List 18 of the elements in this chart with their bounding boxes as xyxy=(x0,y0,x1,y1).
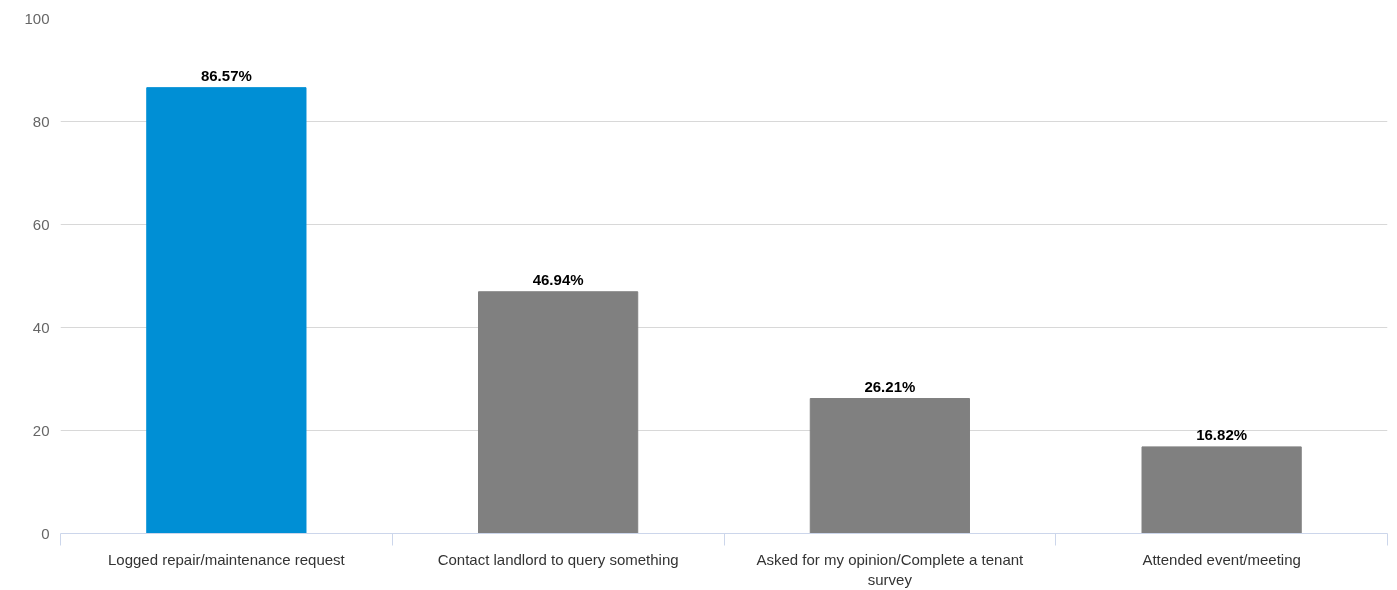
y-tick-label: 0 xyxy=(41,524,50,542)
data-label: 46.94% xyxy=(532,270,584,288)
bar xyxy=(809,398,970,534)
x-tick-label: Contact landlord to query something xyxy=(437,550,679,568)
bar xyxy=(1141,446,1302,534)
y-tick-label: 100 xyxy=(24,9,50,27)
bar xyxy=(478,291,639,534)
bar xyxy=(146,87,307,534)
x-tick-label: Attended event/meeting xyxy=(1142,550,1301,568)
y-tick-label: 60 xyxy=(32,215,50,233)
y-tick-label: 80 xyxy=(32,112,50,130)
data-label: 86.57% xyxy=(200,66,252,84)
x-tick-label: Asked for my opinion/Complete a tenant survey xyxy=(756,550,1025,588)
data-label: 16.82% xyxy=(1196,425,1248,443)
x-tick-label: Logged repair/maintenance request xyxy=(107,550,346,568)
data-label: 26.21% xyxy=(864,377,916,395)
y-tick-label: 40 xyxy=(32,318,50,336)
y-tick-label: 20 xyxy=(32,421,50,439)
